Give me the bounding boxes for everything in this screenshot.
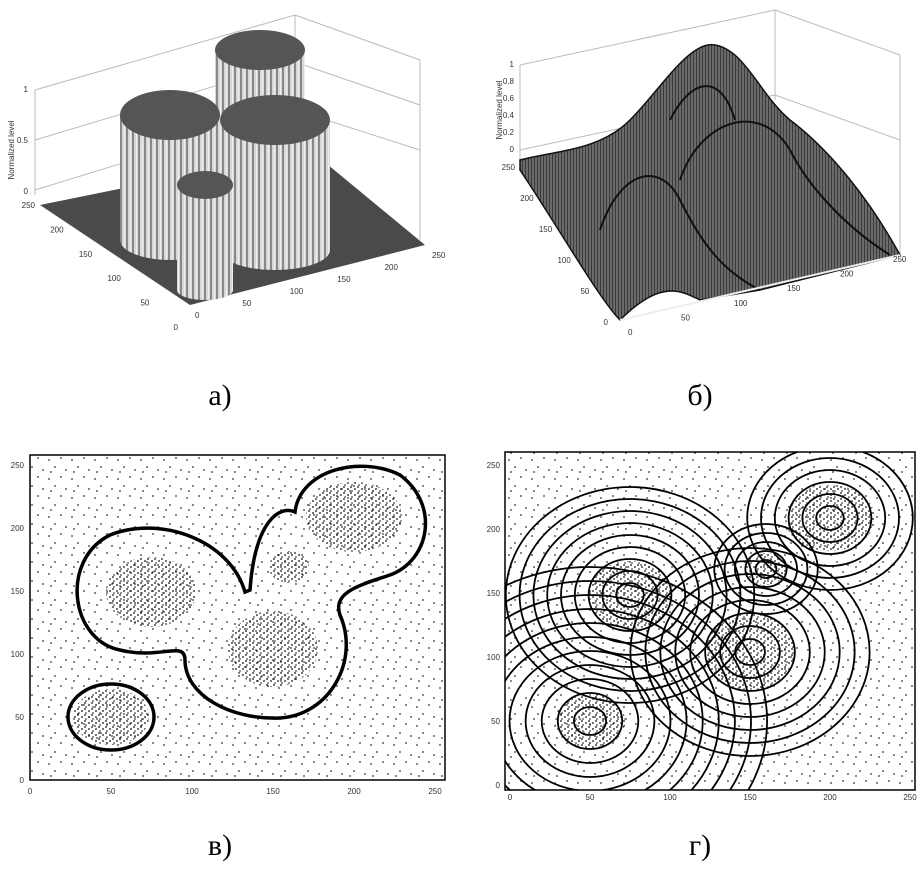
cylinder — [177, 185, 233, 300]
tick-label: 150 — [266, 787, 280, 796]
caption: а) — [208, 379, 231, 412]
tick-label: 0.6 — [503, 94, 515, 103]
tick-label: 250 — [22, 201, 36, 210]
tick-label: 250 — [893, 255, 907, 264]
tick-label: 0.8 — [503, 77, 515, 86]
tick-label: 150 — [79, 250, 93, 259]
cluster — [705, 614, 795, 690]
tick-label: 250 — [432, 251, 446, 260]
cluster — [228, 611, 318, 687]
tick-label: 0 — [28, 787, 33, 796]
tick-label: 0 — [628, 328, 633, 337]
cluster — [785, 485, 875, 551]
tick-label: 250 — [428, 787, 442, 796]
tick-label: 200 — [487, 525, 501, 534]
tick-label: 200 — [50, 225, 64, 234]
tick-label: 100 — [107, 274, 121, 283]
tick-label: 0 — [24, 187, 29, 196]
tick-label: 100 — [290, 287, 304, 296]
panel-a: Normalized level — [7, 15, 425, 305]
panel-v — [30, 455, 445, 780]
cylinder-top — [215, 30, 305, 70]
tick-label: 200 — [520, 194, 534, 203]
tick-label: 0 — [20, 776, 25, 785]
caption: г) — [689, 829, 711, 862]
tick-label: 0 — [174, 323, 179, 332]
tick-label: 250 — [502, 163, 516, 172]
tick-label: 0.2 — [503, 128, 515, 137]
tick-label: 0.5 — [17, 136, 29, 145]
tick-label: 50 — [140, 299, 149, 308]
tick-label: 50 — [580, 287, 589, 296]
tick-label: 200 — [11, 524, 25, 533]
tick-label: 150 — [487, 589, 501, 598]
tick-label: 100 — [557, 256, 571, 265]
tick-label: 50 — [242, 299, 251, 308]
tick-label: 250 — [903, 793, 917, 802]
cluster — [746, 553, 786, 585]
cylinder-top — [120, 90, 220, 140]
cluster — [73, 689, 149, 745]
cluster — [106, 557, 196, 627]
tick-label: 100 — [663, 793, 677, 802]
tick-label: 200 — [823, 793, 837, 802]
tick-label: 150 — [11, 587, 25, 596]
cluster — [269, 551, 309, 583]
tick-label: 1 — [510, 60, 515, 69]
cluster — [555, 693, 625, 749]
tick-label: 50 — [107, 787, 116, 796]
cluster — [306, 482, 402, 552]
tick-label: 150 — [743, 793, 757, 802]
figure: Normalized level Normalized level а) б) … — [0, 0, 918, 871]
tick-label: 50 — [491, 717, 500, 726]
tick-label: 1 — [24, 85, 29, 94]
tick-label: 100 — [487, 653, 501, 662]
tick-label: 0 — [496, 781, 501, 790]
tick-label: 0.4 — [503, 111, 515, 120]
tick-label: 50 — [15, 713, 24, 722]
tick-label: 200 — [840, 270, 854, 279]
tick-label: 150 — [539, 225, 553, 234]
cylinder-top — [177, 171, 233, 199]
caption: в) — [208, 829, 232, 862]
tick-label: 0 — [604, 318, 609, 327]
tick-label: 200 — [385, 263, 399, 272]
cluster — [588, 561, 672, 629]
tick-label: 150 — [787, 284, 801, 293]
tick-label: 50 — [586, 793, 595, 802]
tick-label: 100 — [734, 299, 748, 308]
tick-label: 0 — [508, 793, 513, 802]
tick-label: 250 — [11, 461, 25, 470]
z-label: Normalized level — [7, 120, 16, 179]
tick-label: 250 — [487, 461, 501, 470]
cylinder-top — [220, 95, 330, 145]
tick-label: 0 — [510, 145, 515, 154]
tick-label: 200 — [347, 787, 361, 796]
tick-label: 0 — [195, 311, 200, 320]
tick-label: 150 — [337, 275, 351, 284]
tick-label: 50 — [681, 313, 690, 322]
caption: б) — [687, 379, 712, 412]
tick-label: 100 — [11, 650, 25, 659]
tick-label: 100 — [185, 787, 199, 796]
